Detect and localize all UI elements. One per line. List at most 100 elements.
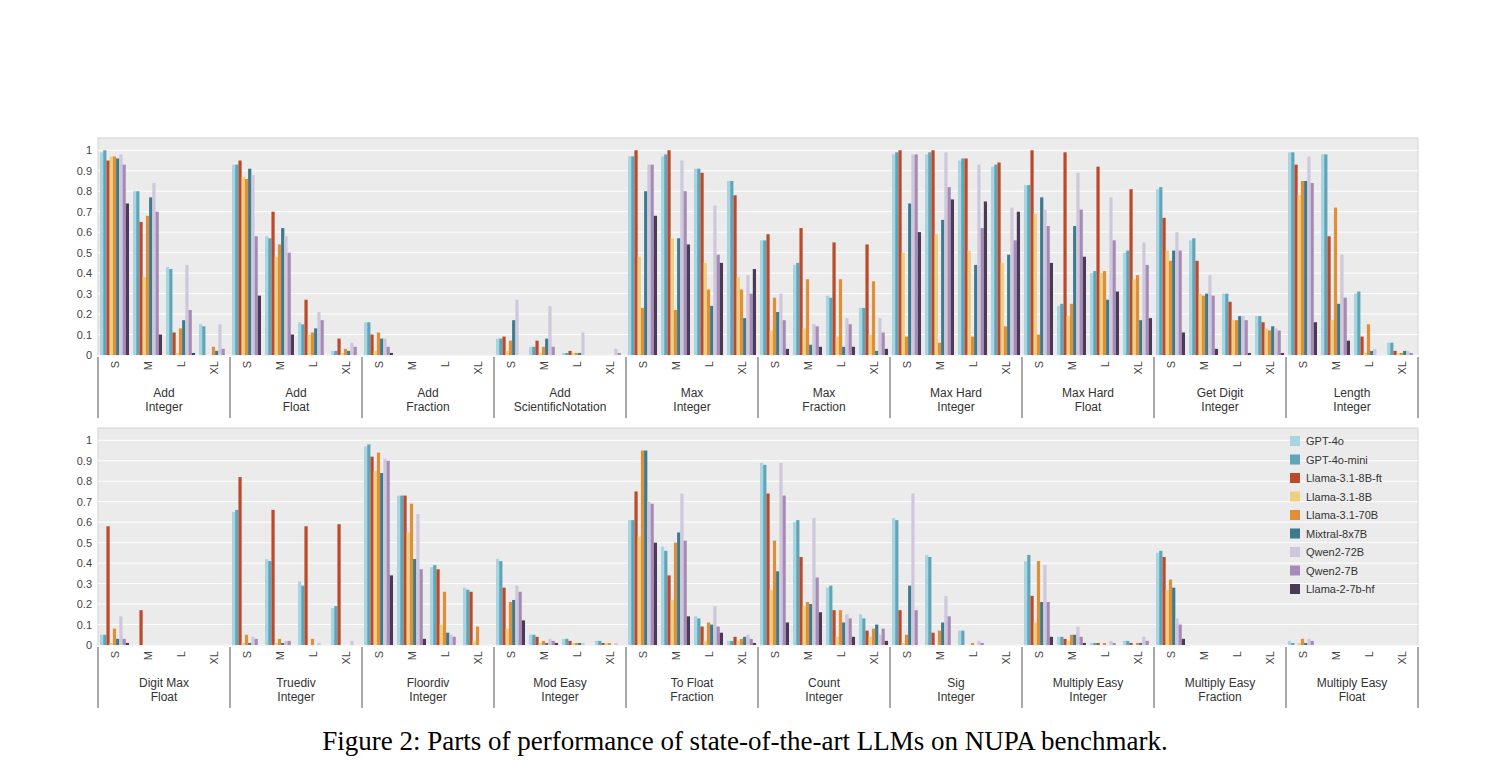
- bar: [1149, 645, 1152, 646]
- bar: [1291, 152, 1294, 355]
- bar: [1182, 639, 1185, 645]
- bar: [727, 641, 730, 645]
- bar: [796, 520, 799, 645]
- bar: [522, 620, 525, 645]
- bar: [938, 343, 941, 355]
- bar: [611, 645, 614, 646]
- bar: [166, 645, 169, 646]
- bar: [568, 351, 571, 355]
- bar: [268, 238, 271, 355]
- bar: [1139, 643, 1142, 645]
- bar: [915, 610, 918, 645]
- bar: [1126, 251, 1129, 355]
- category-label: S: [769, 651, 781, 658]
- bar: [1027, 555, 1030, 645]
- bar: [601, 643, 604, 645]
- bar: [605, 643, 608, 645]
- bar: [1410, 645, 1413, 646]
- legend-label: Qwen2-72B: [1306, 546, 1364, 558]
- bar: [892, 518, 895, 645]
- bar: [149, 197, 152, 355]
- bar: [317, 643, 320, 645]
- bar: [819, 612, 822, 645]
- bar: [337, 339, 340, 355]
- bar: [275, 257, 278, 355]
- category-label: L: [439, 361, 451, 367]
- bar: [687, 244, 690, 355]
- bar: [1123, 253, 1126, 355]
- bar: [1245, 645, 1248, 646]
- y-tick-label: 0.6: [77, 226, 92, 238]
- category-label: XL: [1000, 651, 1012, 664]
- bar: [733, 195, 736, 355]
- bar: [598, 641, 601, 645]
- bar: [192, 353, 195, 355]
- bar: [697, 169, 700, 355]
- group-label-line: Truediv: [276, 676, 316, 690]
- bar: [1390, 343, 1393, 355]
- bar: [281, 643, 284, 645]
- bar: [555, 643, 558, 645]
- grid-line: [98, 440, 1418, 441]
- bar: [845, 614, 848, 645]
- bar: [317, 312, 320, 355]
- bar: [416, 514, 419, 645]
- bar: [746, 635, 749, 645]
- bar: [1261, 645, 1264, 646]
- bar: [1360, 645, 1363, 646]
- bar: [1298, 195, 1301, 355]
- category-label: S: [1033, 651, 1045, 658]
- bar: [350, 343, 353, 355]
- category-label: L: [307, 651, 319, 657]
- bar: [869, 335, 872, 355]
- bar: [898, 150, 901, 355]
- bar: [1106, 300, 1109, 355]
- y-tick-label: 0: [86, 639, 92, 651]
- group-separator: [1154, 647, 1155, 708]
- bar: [341, 645, 344, 646]
- group-label: AddFloat: [283, 386, 310, 414]
- bar: [337, 524, 340, 645]
- bar: [1090, 273, 1093, 355]
- group-separator: [758, 357, 759, 418]
- bar: [1195, 645, 1198, 646]
- bar: [1096, 167, 1099, 355]
- bars: [100, 150, 1413, 355]
- bar: [598, 355, 601, 356]
- bar: [113, 156, 116, 355]
- bar: [1357, 292, 1360, 355]
- bar: [182, 320, 185, 355]
- bar: [106, 161, 109, 355]
- bar: [248, 643, 251, 645]
- bar: [869, 637, 872, 645]
- group-separator: [98, 647, 99, 708]
- bar: [205, 355, 208, 356]
- bar: [1202, 296, 1205, 355]
- bar: [1238, 645, 1241, 646]
- category-label: S: [901, 361, 913, 368]
- bar: [374, 471, 377, 645]
- bar: [357, 645, 360, 646]
- category-label: XL: [208, 361, 220, 374]
- grid-line: [98, 645, 1418, 646]
- bar: [634, 491, 637, 645]
- bar: [364, 446, 367, 645]
- bar: [410, 355, 413, 356]
- bar: [1057, 306, 1060, 355]
- bar: [1215, 645, 1218, 646]
- bar: [595, 641, 598, 645]
- bar: [1241, 645, 1244, 646]
- group-separator: [1286, 647, 1287, 708]
- bar: [585, 645, 588, 646]
- grid-line: [98, 232, 1418, 233]
- category-label: S: [769, 361, 781, 368]
- bar: [991, 167, 994, 355]
- bar: [1175, 232, 1178, 355]
- bar: [265, 559, 268, 645]
- bar: [139, 222, 142, 355]
- bar: [1199, 645, 1202, 646]
- bar: [938, 631, 941, 645]
- bar: [185, 645, 188, 646]
- bar: [1274, 328, 1277, 355]
- bar: [951, 645, 954, 646]
